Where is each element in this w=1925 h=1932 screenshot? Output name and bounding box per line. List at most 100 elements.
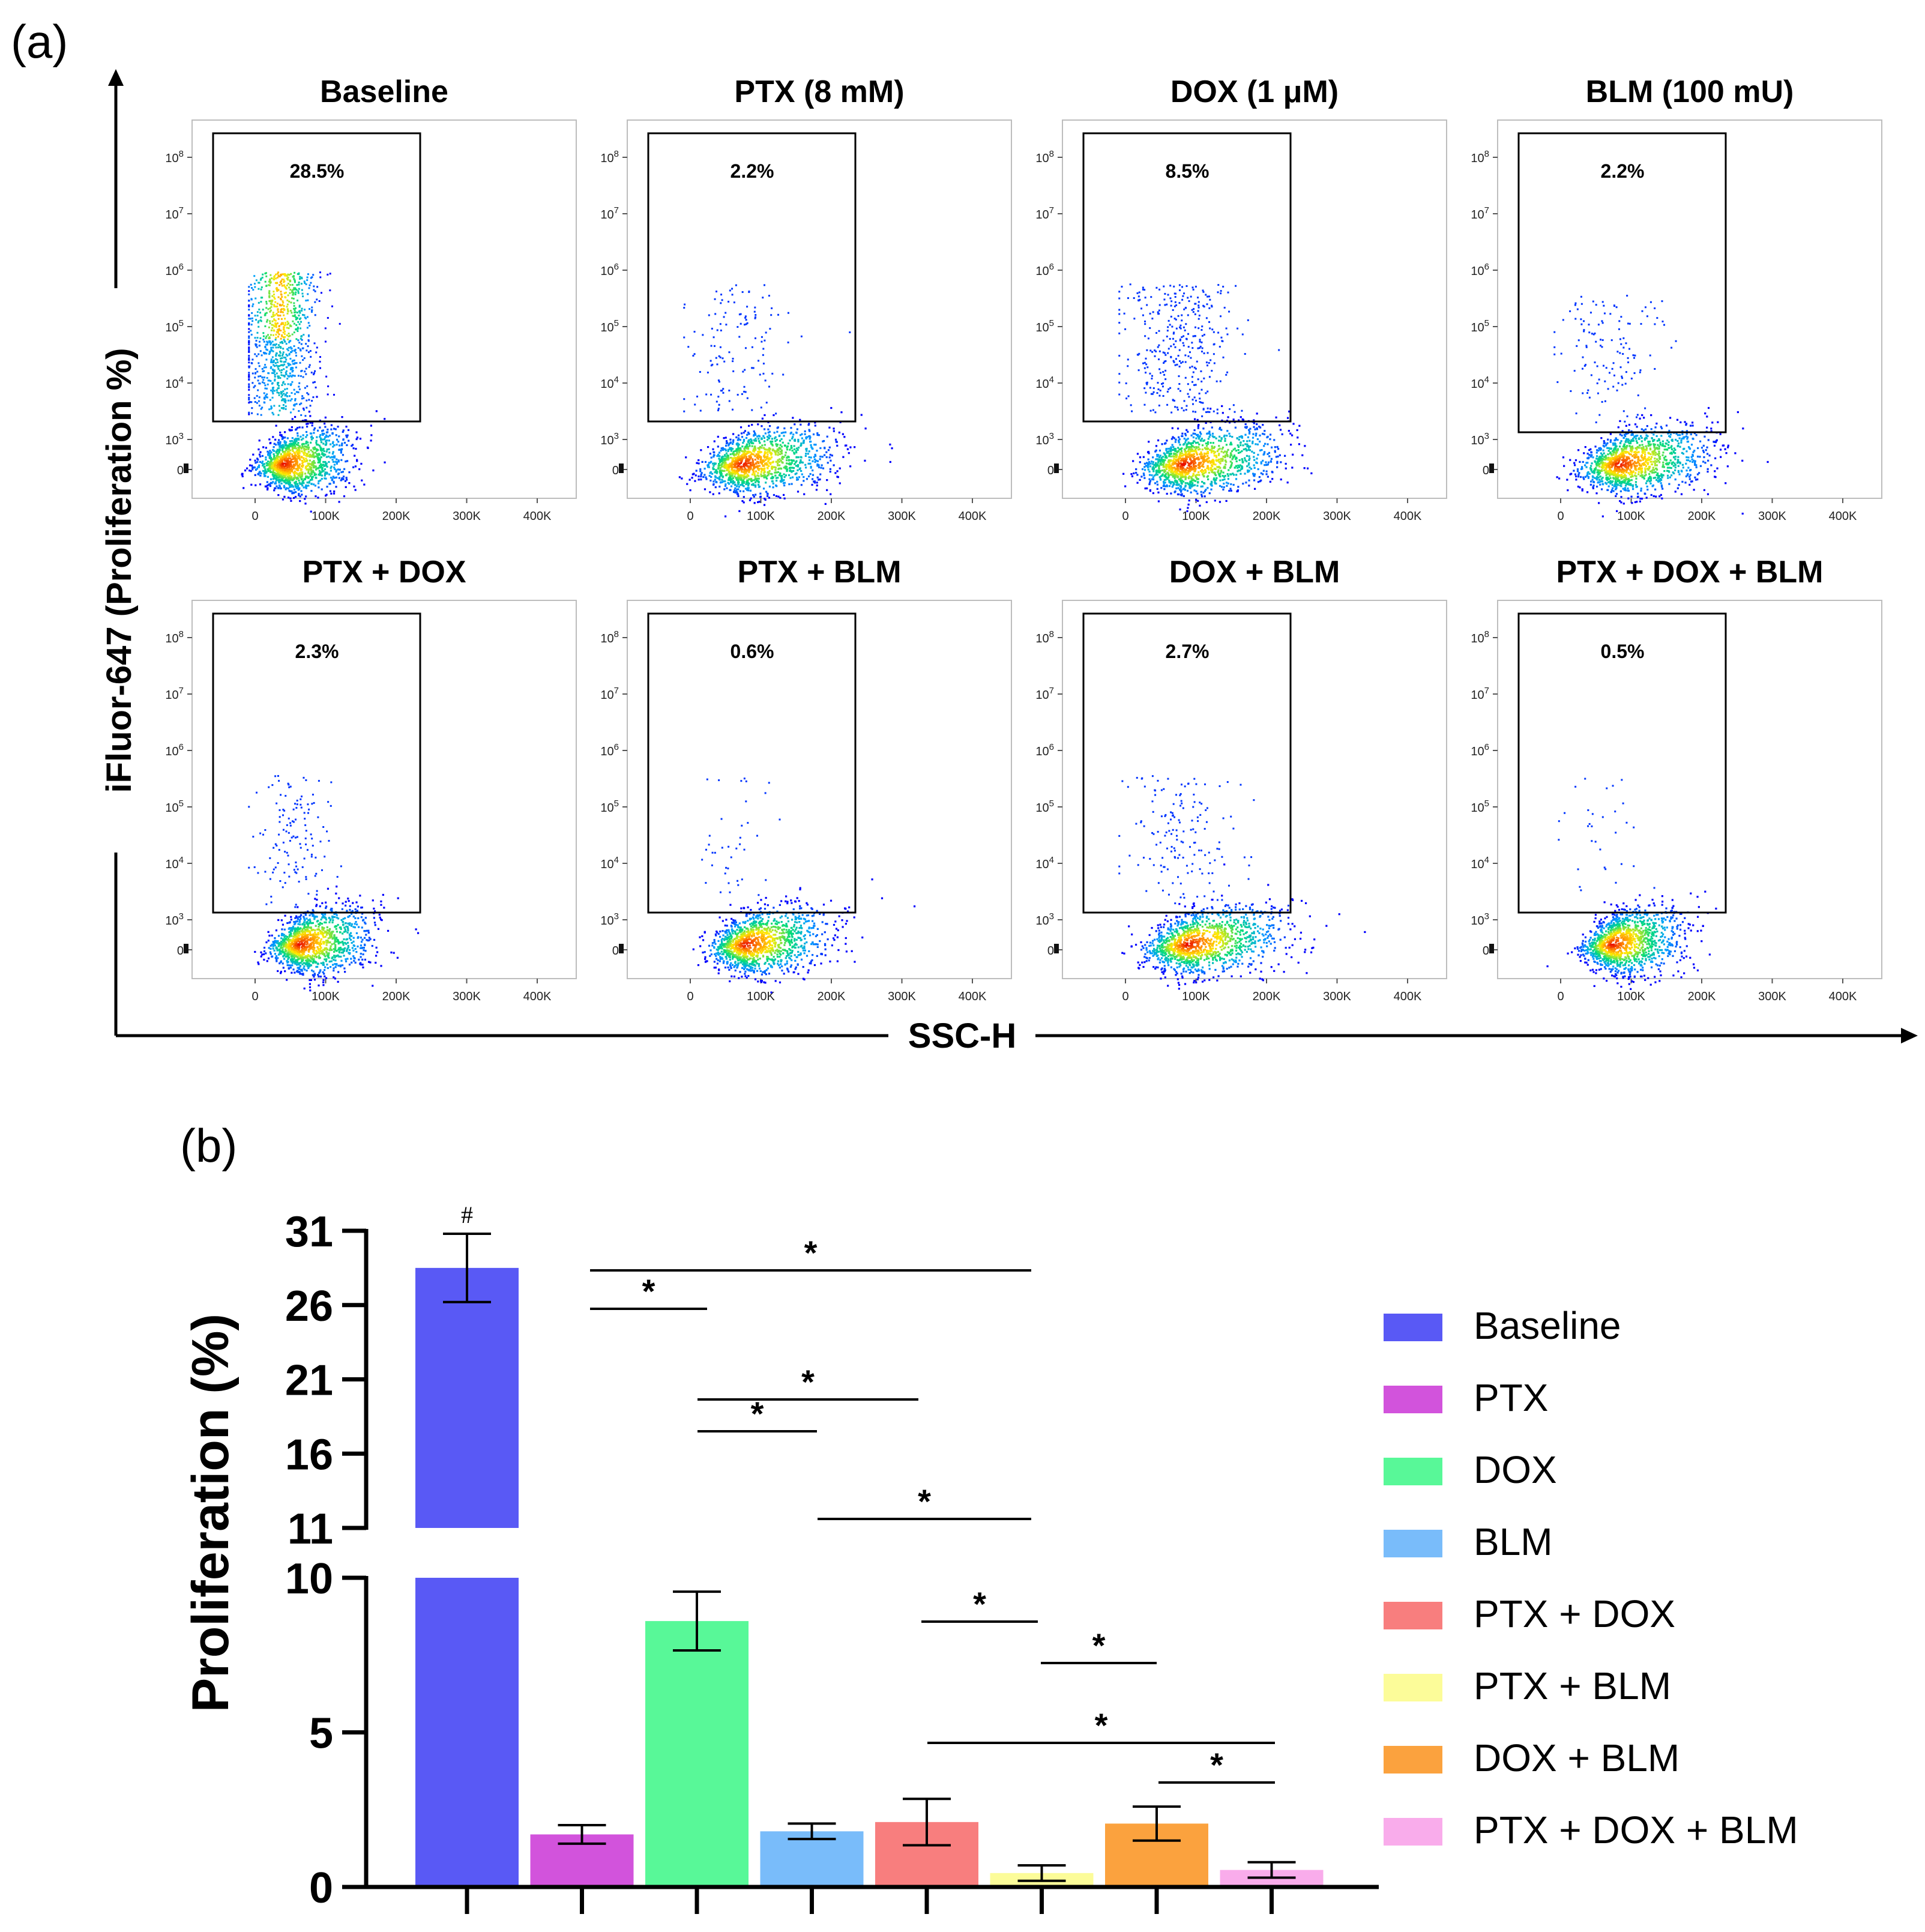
flow-dot [1244, 472, 1246, 475]
flow-dot [288, 481, 291, 483]
flow-dot [1173, 470, 1176, 473]
flow-dot [294, 293, 297, 295]
flow-dot [805, 437, 807, 439]
flow-dot [307, 448, 310, 450]
flow-dot [306, 392, 309, 394]
flow-dot [272, 350, 274, 352]
flow-dot [1219, 426, 1222, 429]
flow-dot [750, 439, 753, 442]
flow-dot [272, 471, 274, 474]
flow-dot [822, 467, 825, 469]
flow-dot [1207, 466, 1210, 469]
flow-dot [1166, 468, 1168, 470]
flow-dot [1229, 435, 1231, 437]
flow-dot [752, 453, 755, 456]
flow-dot [287, 454, 289, 456]
flow-dot [281, 399, 283, 402]
flow-dot [311, 400, 313, 402]
flow-dot [264, 364, 267, 366]
flow-dot [340, 479, 342, 481]
flow-dot [267, 475, 269, 478]
flow-dot [775, 495, 778, 497]
flow-dot [776, 479, 778, 482]
flow-dot [283, 440, 286, 442]
flow-dot [1152, 456, 1154, 459]
flow-dot [750, 497, 752, 500]
flow-dot [277, 449, 280, 451]
flow-dot [1173, 477, 1176, 480]
flow-dot [286, 458, 288, 460]
flow-dot [770, 440, 772, 443]
flow-dot [1158, 456, 1161, 459]
flow-dot [768, 434, 770, 436]
flow-dot [250, 298, 253, 301]
flow-dot [277, 375, 279, 378]
flow-dot [319, 466, 322, 469]
flow-dot [251, 317, 253, 319]
flow-dot [286, 306, 288, 308]
flow-dot [292, 297, 295, 300]
flow-dot [288, 489, 291, 492]
flow-dot [248, 358, 250, 361]
flow-dot [1271, 446, 1273, 448]
flow-dot [738, 459, 740, 462]
flow-dot [303, 397, 305, 399]
flow-dot [289, 375, 292, 377]
flow-dot [759, 451, 761, 454]
flow-dot [269, 485, 272, 488]
flow-dot [279, 352, 282, 354]
flow-dot [743, 490, 745, 492]
flow-dot [1252, 436, 1255, 439]
flow-dot [1182, 453, 1185, 456]
flow-dot [286, 388, 288, 390]
flow-dot [1194, 465, 1197, 468]
flow-dot [265, 348, 268, 351]
flow-dot [1184, 457, 1186, 460]
flow-dot [778, 464, 781, 466]
flow-dot [1259, 426, 1262, 429]
flow-dot [777, 460, 779, 462]
flow-dot [735, 453, 738, 456]
flow-dot [760, 406, 762, 409]
flow-dot [1173, 462, 1176, 465]
flow-dot [298, 410, 300, 412]
flow-dot [320, 456, 322, 459]
flow-dot [1296, 429, 1298, 432]
flow-dot [255, 319, 258, 321]
flow-dot [283, 328, 285, 331]
flow-dot [1197, 433, 1199, 436]
flow-dot [747, 466, 750, 468]
flow-dot [1143, 469, 1146, 471]
flow-dot [289, 449, 292, 451]
flow-dot [310, 454, 312, 457]
flow-dot [249, 318, 252, 320]
flow-dot [1211, 481, 1213, 484]
flow-dot [288, 451, 290, 454]
flow-dot [255, 345, 257, 347]
flow-dot [289, 399, 292, 402]
flow-dot [248, 290, 250, 292]
flow-dot [736, 469, 738, 472]
flow-dot [288, 443, 291, 445]
flow-dot [1203, 452, 1206, 454]
flow-dot [789, 439, 791, 442]
flow-dot [1179, 472, 1182, 475]
flow-dot [786, 468, 789, 471]
flow-dot [1262, 469, 1265, 472]
flow-dot [745, 463, 748, 466]
flow-dot [302, 359, 304, 361]
flow-dot [285, 354, 288, 356]
flow-dot [262, 464, 264, 466]
flow-dot [1181, 465, 1184, 467]
flow-dot [774, 466, 777, 469]
flow-dot [718, 451, 721, 454]
flow-dot [1194, 442, 1197, 444]
flow-dot [1151, 478, 1154, 480]
flow-dot [314, 290, 316, 292]
flow-dot [295, 468, 297, 470]
flow-dot [272, 481, 274, 483]
flow-dot [816, 481, 818, 484]
flow-dot [1170, 469, 1173, 471]
flow-dot [745, 456, 748, 458]
flow-dot [755, 479, 758, 482]
